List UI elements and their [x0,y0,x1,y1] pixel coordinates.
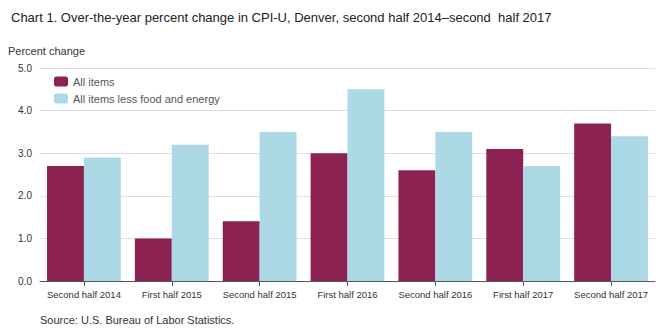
svg-text:4.0: 4.0 [18,105,32,116]
svg-text:1.0: 1.0 [18,233,32,244]
svg-text:Percent change: Percent change [8,45,85,57]
svg-text:Second half 2017: Second half 2017 [574,289,648,300]
svg-text:3.0: 3.0 [18,148,32,159]
svg-text:Chart 1. Over-the-year percent: Chart 1. Over-the-year percent change in… [11,10,552,25]
svg-text:First half 2017: First half 2017 [493,289,553,300]
svg-text:First half 2015: First half 2015 [142,289,202,300]
svg-text:All items less food and energy: All items less food and energy [73,93,220,105]
svg-text:Second half 2016: Second half 2016 [398,289,472,300]
svg-text:5.0: 5.0 [18,63,32,74]
svg-text:Second half 2015: Second half 2015 [223,289,297,300]
svg-text:First half 2016: First half 2016 [317,289,377,300]
svg-text:All items: All items [73,76,115,88]
svg-text:Second half 2014: Second half 2014 [47,289,121,300]
svg-text:0.0: 0.0 [18,276,32,287]
svg-text:2.0: 2.0 [18,190,32,201]
svg-text:Source: U.S. Bureau of Labor S: Source: U.S. Bureau of Labor Statistics. [40,314,234,326]
